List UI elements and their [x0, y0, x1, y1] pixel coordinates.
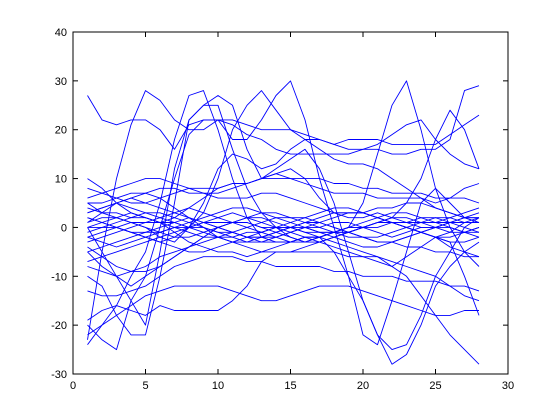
series-line-12: [88, 110, 480, 252]
x-tick-label-15: 15: [284, 380, 296, 392]
x-tick-label-25: 25: [429, 380, 441, 392]
y-tick-label-20: 20: [55, 125, 67, 137]
x-tick-label-20: 20: [357, 380, 369, 392]
y-tick-label-0: 0: [61, 222, 67, 234]
series-line-10: [88, 81, 480, 267]
y-tick-label-10: 10: [55, 174, 67, 186]
y-tick-label--20: -20: [51, 320, 67, 332]
series-line-15: [88, 174, 480, 203]
series-group: [88, 81, 480, 364]
series-line-26: [88, 179, 480, 203]
x-tick-label-10: 10: [212, 380, 224, 392]
y-tick-label-40: 40: [55, 27, 67, 39]
y-tick-label-30: 30: [55, 76, 67, 88]
x-tick-label-0: 0: [70, 380, 76, 392]
series-line-8: [88, 120, 480, 242]
series-line-7: [88, 91, 480, 243]
series-line-29: [88, 179, 480, 223]
y-tick-label--30: -30: [51, 369, 67, 381]
x-tick-label-30: 30: [502, 380, 514, 392]
y-tick-label--10: -10: [51, 271, 67, 283]
x-tick-label-5: 5: [142, 380, 148, 392]
